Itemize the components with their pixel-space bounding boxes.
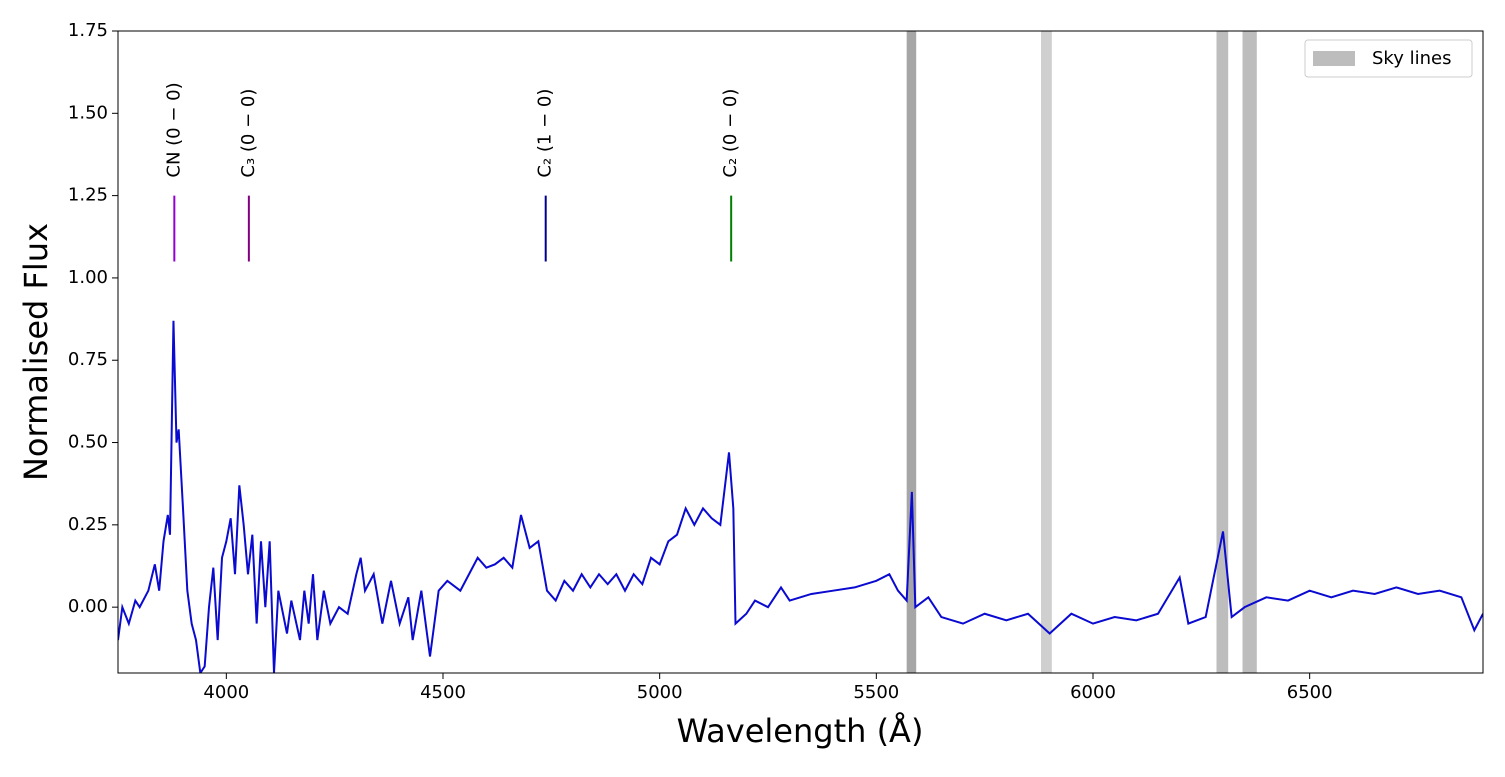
sky-line-band (906, 31, 917, 673)
marker-label: C₂ (1 − 0) (535, 89, 556, 178)
sky-line-band (1242, 31, 1257, 673)
y-tick-label: 1.25 (68, 185, 108, 206)
marker-label: C₂ (0 − 0) (720, 89, 741, 178)
y-tick-label: 1.50 (68, 102, 108, 123)
x-tick-label: 5500 (853, 682, 899, 703)
x-tick-label: 6000 (1070, 682, 1116, 703)
y-axis-label: Normalised Flux (17, 223, 55, 481)
x-tick-label: 4000 (203, 682, 249, 703)
y-tick-label: 0.25 (68, 514, 108, 535)
y-tick-label: 1.75 (68, 20, 108, 41)
legend-label: Sky lines (1372, 48, 1451, 69)
x-tick-label: 5000 (637, 682, 683, 703)
legend-swatch (1313, 51, 1355, 66)
marker-label: C₃ (0 − 0) (238, 89, 259, 178)
y-tick-label: 0.50 (68, 432, 108, 453)
x-tick-label: 6500 (1287, 682, 1333, 703)
spectrum-line (118, 320, 1483, 673)
legend-box (1304, 39, 1473, 78)
sky-line-band (1216, 31, 1229, 673)
plot-area (118, 31, 1483, 673)
marker-label: CN (0 − 0) (163, 82, 184, 177)
sky-line-band (1041, 31, 1052, 673)
x-tick-label: 4500 (420, 682, 466, 703)
y-tick-label: 1.00 (68, 267, 108, 288)
y-tick-label: 0.00 (68, 596, 108, 617)
x-axis-label: Wavelength (Å) (677, 712, 924, 750)
y-tick-label: 0.75 (68, 349, 108, 370)
legend: Sky lines (1304, 39, 1473, 78)
plot-frame (117, 30, 1484, 674)
